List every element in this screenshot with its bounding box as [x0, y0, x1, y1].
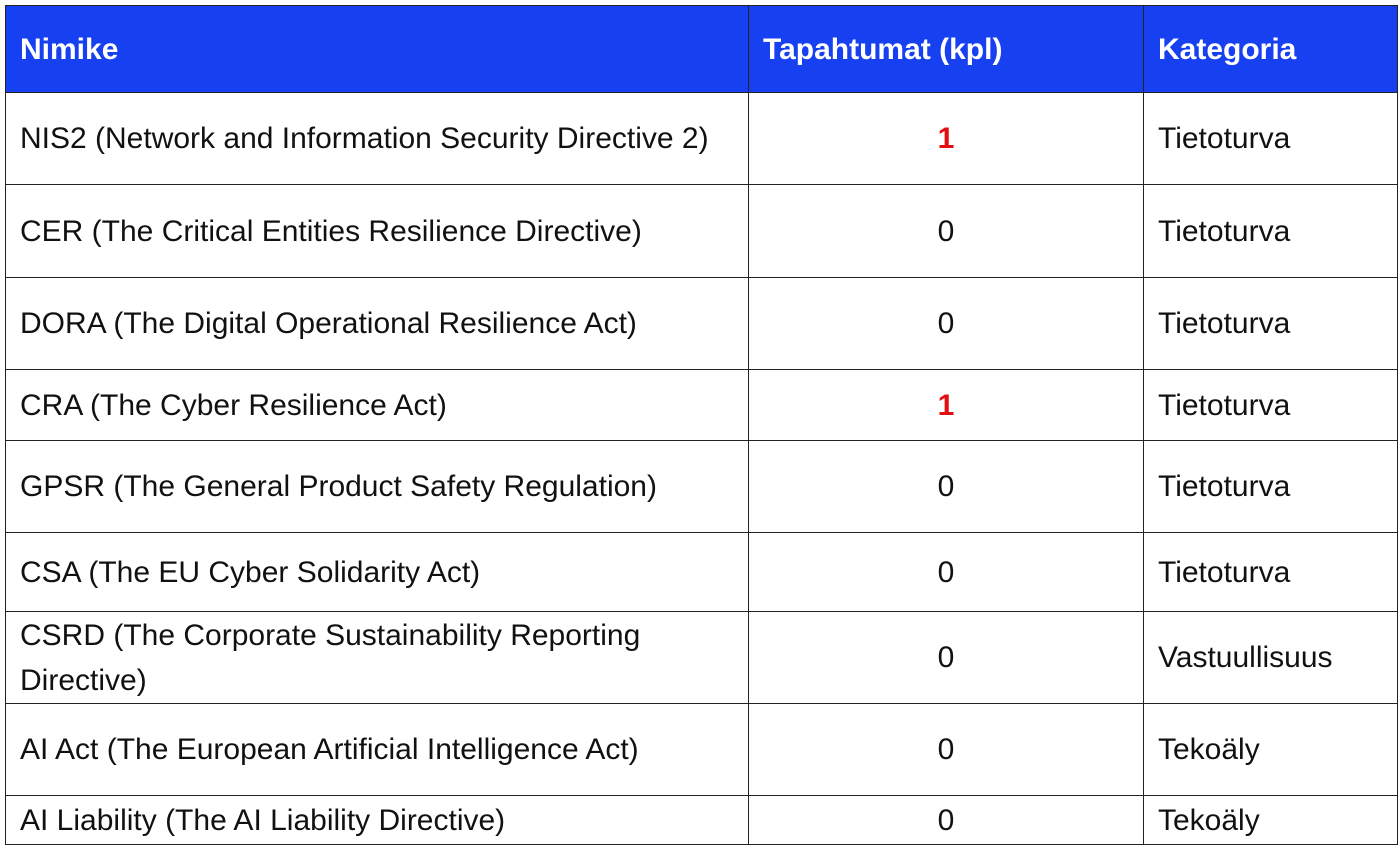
- count-cell: 0: [748, 611, 1144, 704]
- header-cell: Kategoria: [1143, 5, 1398, 93]
- count-cell: 0: [748, 184, 1144, 278]
- table-row: CRA (The Cyber Resilience Act) 1 Tietoturv…: [5, 369, 1398, 441]
- category-cell: Tietoturva: [1143, 369, 1398, 441]
- count-cell: 0: [748, 532, 1144, 612]
- title-cell: AI Act (The European Artificial Intellig…: [5, 703, 749, 796]
- category-cell: Tietoturva: [1143, 277, 1398, 370]
- title-cell: GPSR (The General Product Safety Regulat…: [5, 440, 749, 533]
- count-cell: 0: [748, 795, 1144, 845]
- table-row: GPSR (The General Product Safety Regulat…: [5, 440, 1398, 533]
- title-cell: AI Liability (The AI Liability Directive…: [5, 795, 749, 845]
- count-cell: 0: [748, 703, 1144, 796]
- title-cell: CER (The Critical Entities Resilience Di…: [5, 184, 749, 278]
- category-cell: Tietoturva: [1143, 92, 1398, 185]
- header-cell: Nimike: [5, 5, 749, 93]
- table-row: NIS2 (Network and Information Security D…: [5, 92, 1398, 185]
- table-row: AI Act (The European Artificial Intellig…: [5, 703, 1398, 796]
- count-cell: 0: [748, 440, 1144, 533]
- category-cell: Tietoturva: [1143, 532, 1398, 612]
- table-row: DORA (The Digital Operational Resilience…: [5, 277, 1398, 370]
- table-row: CER (The Critical Entities Resilience Di…: [5, 184, 1398, 278]
- title-cell: CRA (The Cyber Resilience Act): [5, 369, 749, 441]
- header-row: Nimike Tapahtumat (kpl) Kategoria: [5, 5, 1398, 93]
- table-body: NIS2 (Network and Information Security D…: [5, 92, 1398, 845]
- count-cell: 1: [748, 92, 1144, 185]
- title-cell: CSA (The EU Cyber Solidarity Act): [5, 532, 749, 612]
- header-cell: Tapahtumat (kpl): [748, 5, 1144, 93]
- table-row: CSA (The EU Cyber Solidarity Act) 0 Tietot…: [5, 532, 1398, 612]
- count-cell: 1: [748, 369, 1144, 441]
- title-cell: CSRD (The Corporate Sustainability Repor…: [5, 611, 749, 704]
- category-cell: Tietoturva: [1143, 184, 1398, 278]
- category-cell: Tekoäly: [1143, 795, 1398, 845]
- category-cell: Tietoturva: [1143, 440, 1398, 533]
- category-cell: Tekoäly: [1143, 703, 1398, 796]
- category-cell: Vastuullisuus: [1143, 611, 1398, 704]
- regulation-table: Nimike Tapahtumat (kpl) Kategoria NIS2 (Ne…: [5, 5, 1398, 845]
- title-cell: DORA (The Digital Operational Resilience…: [5, 277, 749, 370]
- count-cell: 0: [748, 277, 1144, 370]
- table-row: AI Liability (The AI Liability Directive…: [5, 795, 1398, 845]
- table-row: CSRD (The Corporate Sustainability Repor…: [5, 611, 1398, 704]
- title-cell: NIS2 (Network and Information Security D…: [5, 92, 749, 185]
